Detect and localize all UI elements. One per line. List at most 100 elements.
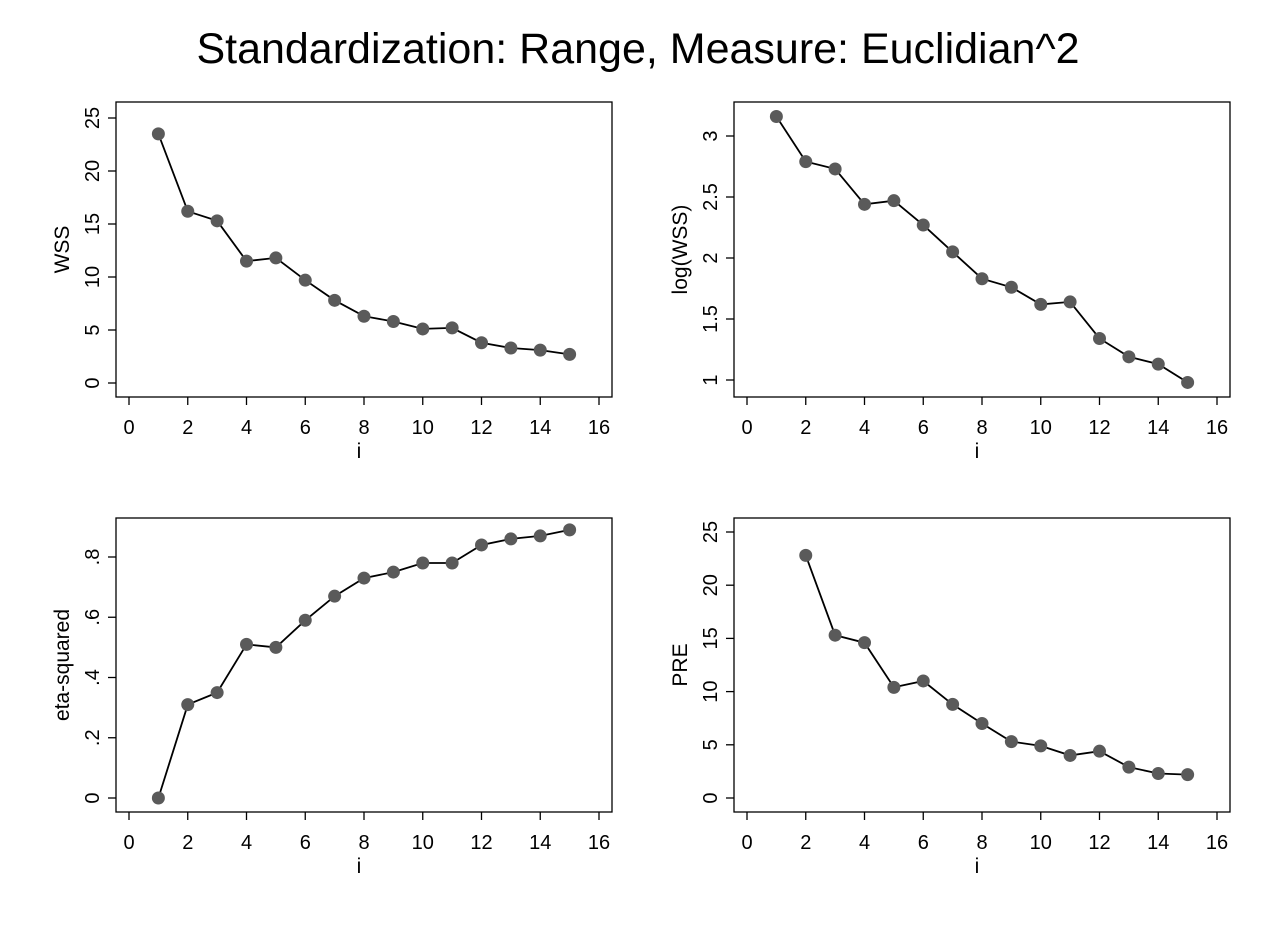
series-line (804, 555, 1188, 776)
data-point (504, 341, 518, 355)
y-tick-label: 2.5 (700, 183, 722, 211)
data-point (533, 529, 547, 543)
x-tick-label: 16 (1206, 832, 1228, 854)
data-point (269, 640, 283, 654)
x-tick-label: 14 (529, 417, 551, 439)
data-point (298, 273, 312, 287)
y-tick-label: 0 (82, 792, 104, 803)
x-tick-label: 8 (358, 832, 369, 854)
x-tick-label: 16 (588, 832, 610, 854)
x-tick-label: 4 (241, 832, 252, 854)
data-point (1181, 768, 1195, 782)
y-axis-label: eta-squared (51, 609, 74, 721)
data-point (975, 272, 989, 286)
y-tick-label: 5 (82, 324, 104, 335)
x-tick-label: 4 (859, 417, 870, 439)
data-point (269, 251, 283, 265)
data-point (828, 628, 842, 642)
data-point (769, 109, 783, 123)
y-tick-label: 0 (700, 792, 722, 803)
x-tick-label: 4 (859, 832, 870, 854)
x-tick-label: 10 (412, 417, 434, 439)
figure-title: Standardization: Range, Measure: Euclidi… (196, 25, 1079, 73)
data-point (151, 791, 165, 805)
x-tick-label: 0 (123, 832, 134, 854)
y-tick-label: 3 (700, 130, 722, 141)
x-tick-label: 2 (182, 832, 193, 854)
data-point (1093, 744, 1106, 758)
y-tick-label: .8 (82, 549, 104, 566)
plot-frame (115, 517, 613, 813)
x-axis-label: i (357, 855, 362, 878)
x-tick-label: 6 (300, 417, 311, 439)
data-point (858, 636, 871, 650)
data-point (1034, 297, 1048, 311)
data-point (1122, 350, 1136, 364)
data-point (916, 674, 930, 688)
data-point (946, 245, 960, 259)
y-tick-label: 15 (700, 627, 722, 649)
x-tick-label: 16 (588, 417, 610, 439)
data-point (328, 293, 342, 307)
x-tick-label: 12 (470, 832, 492, 854)
x-tick-label: 12 (1088, 832, 1110, 854)
y-axis-label: log(WSS) (669, 205, 692, 295)
x-tick-label: 16 (1206, 417, 1228, 439)
data-point (563, 523, 577, 537)
x-tick-label: 0 (123, 417, 134, 439)
data-point (357, 309, 371, 323)
x-tick-label: 6 (918, 832, 929, 854)
x-tick-label: 10 (412, 832, 434, 854)
y-tick-label: 1.5 (700, 305, 722, 333)
x-tick-label: 0 (741, 832, 752, 854)
data-point (563, 347, 577, 361)
x-tick-label: 6 (300, 832, 311, 854)
data-point (1122, 760, 1136, 774)
x-tick-label: 14 (1147, 832, 1169, 854)
data-point (416, 322, 430, 336)
data-point (357, 571, 371, 585)
y-tick-label: .6 (82, 609, 104, 626)
data-point (416, 556, 430, 570)
data-point (445, 321, 459, 335)
x-tick-label: 10 (1030, 832, 1052, 854)
y-tick-label: 1 (700, 374, 722, 385)
data-point (386, 565, 400, 579)
x-axis-label: i (975, 855, 980, 878)
series-line (157, 529, 570, 799)
y-tick-label: 25 (82, 107, 104, 129)
x-tick-label: 4 (241, 417, 252, 439)
data-point (1034, 739, 1048, 753)
x-tick-label: 14 (529, 832, 551, 854)
y-tick-label: 2 (700, 252, 722, 263)
x-tick-label: 6 (918, 417, 929, 439)
data-point (475, 336, 488, 350)
y-tick-label: 10 (82, 266, 104, 288)
y-axis-label: PRE (669, 643, 692, 686)
x-tick-label: 2 (182, 417, 193, 439)
data-point (916, 218, 930, 232)
data-point (887, 680, 901, 694)
data-point (328, 589, 342, 603)
y-tick-label: 20 (700, 574, 722, 596)
data-point (386, 315, 400, 329)
data-point (887, 194, 901, 208)
panel-pre: 0 2 4 6 8 10 12 14 16 0 5 10 15 20 25 i PRE (669, 517, 1231, 878)
x-tick-label: 12 (470, 417, 492, 439)
y-tick-label: .2 (82, 729, 104, 746)
x-axis-label: i (975, 440, 980, 463)
y-tick-label: 10 (700, 680, 722, 702)
data-point (858, 197, 871, 211)
data-point (181, 698, 195, 712)
x-tick-label: 2 (800, 832, 811, 854)
y-tick-label: .4 (82, 669, 104, 686)
x-tick-label: 0 (741, 417, 752, 439)
data-point (975, 717, 989, 731)
data-point (1063, 748, 1077, 762)
data-point (799, 155, 813, 169)
y-axis-label: WSS (51, 226, 74, 274)
x-axis-label: i (357, 440, 362, 463)
data-point (475, 538, 488, 552)
y-tick-label: 5 (700, 739, 722, 750)
